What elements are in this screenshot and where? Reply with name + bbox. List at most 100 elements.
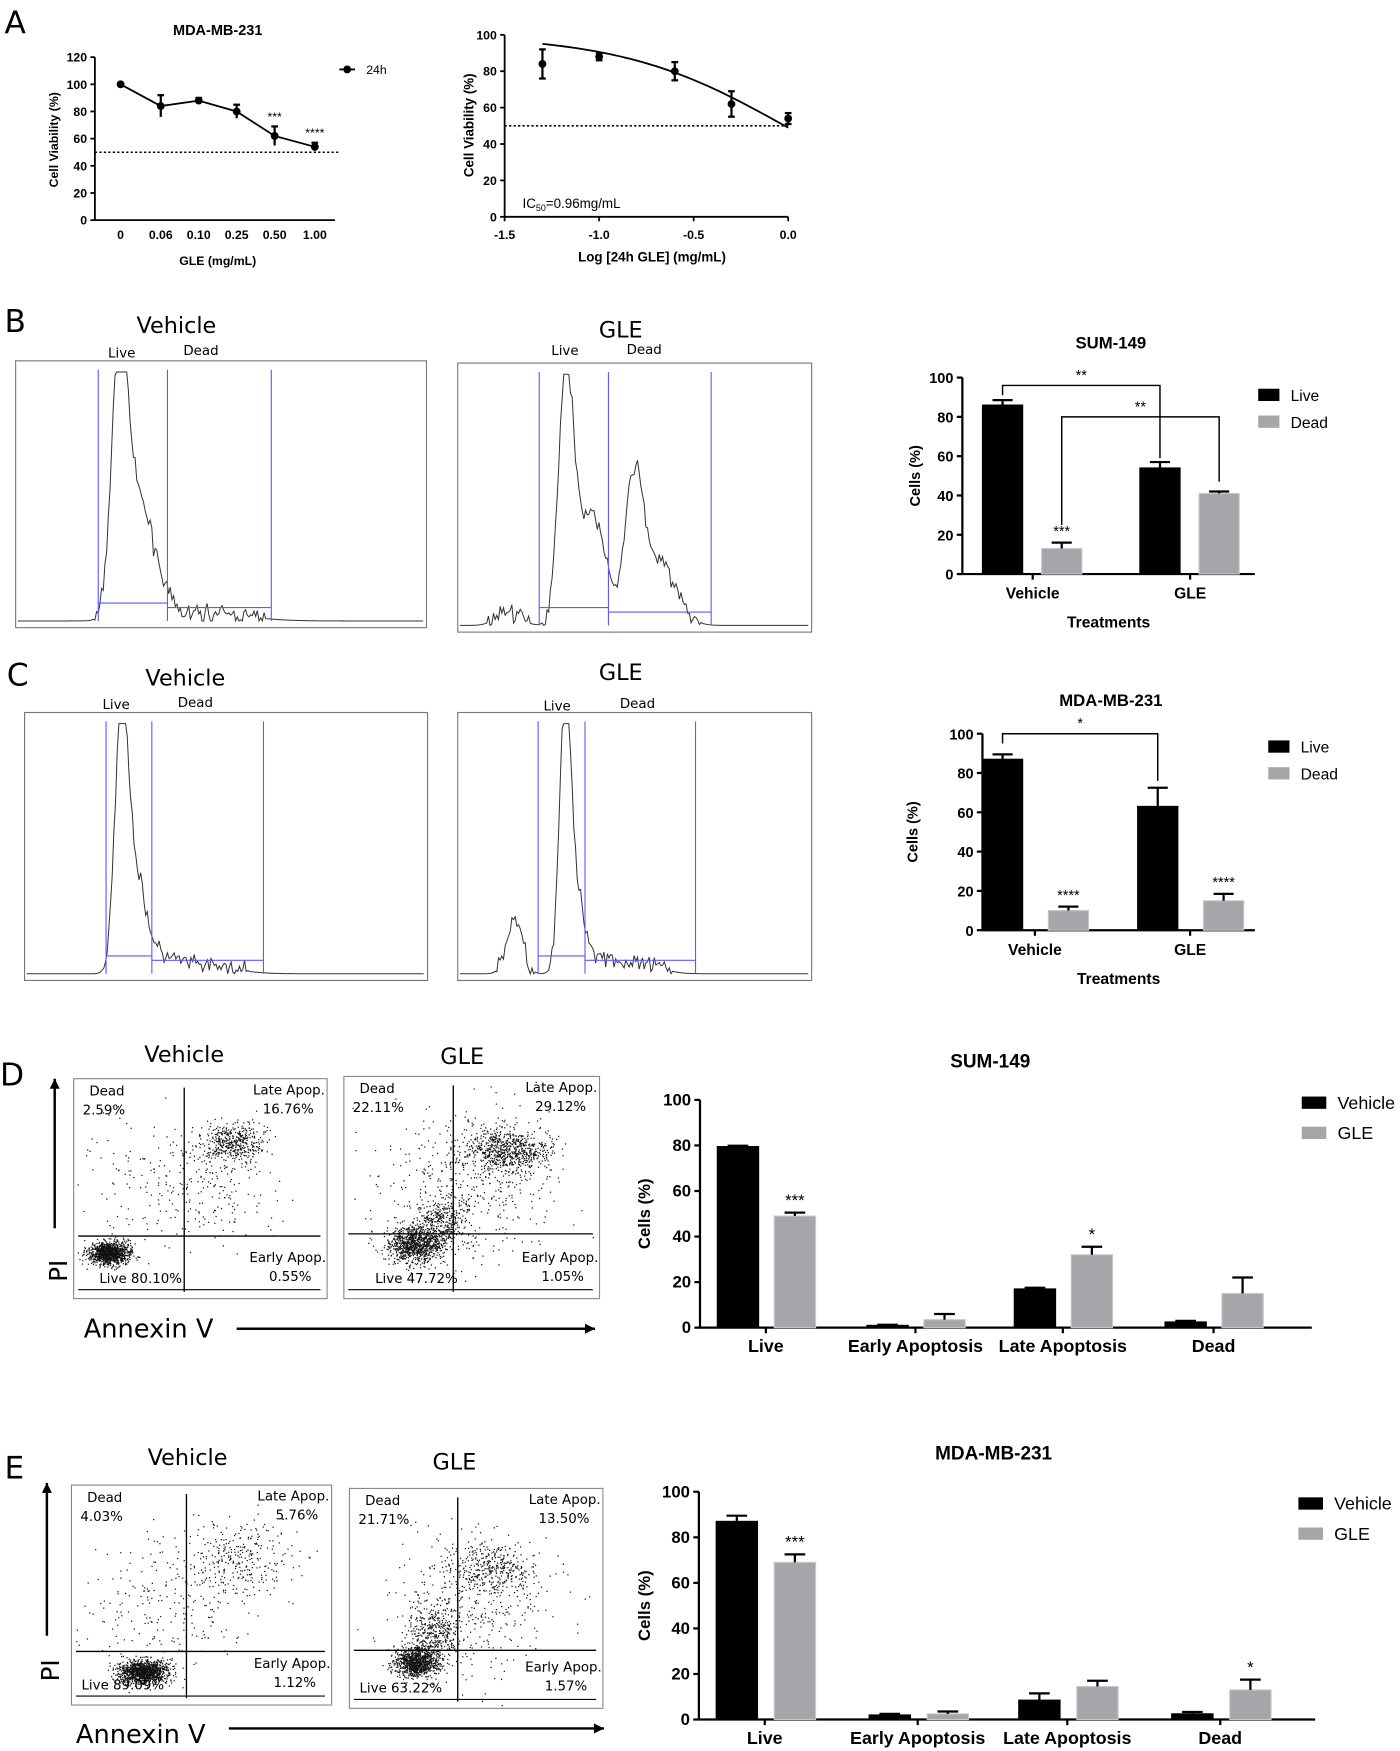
event-dot	[409, 1236, 411, 1239]
event-dot	[109, 1264, 112, 1266]
event-dot	[408, 1201, 410, 1203]
event-dot	[487, 1156, 489, 1158]
event-dot	[417, 1256, 419, 1258]
event-dot	[410, 1232, 413, 1234]
event-dot	[121, 1257, 123, 1260]
y-axis-label: Cell Viability (%)	[461, 73, 476, 177]
event-dot	[198, 1135, 201, 1137]
event-dot	[419, 1244, 422, 1246]
event-dot	[217, 1155, 219, 1157]
event-dot	[512, 1158, 514, 1160]
event-dot	[533, 1153, 536, 1155]
bar-vehicle	[1018, 1699, 1061, 1721]
event-dot	[425, 1228, 427, 1231]
event-dot	[541, 1145, 543, 1147]
event-dot	[440, 1216, 442, 1219]
event-dot	[494, 1144, 496, 1146]
event-dot	[502, 1161, 504, 1163]
event-dot	[228, 1144, 230, 1146]
event-dot	[533, 1155, 535, 1157]
event-dot	[142, 1157, 144, 1160]
event-dot	[158, 1182, 160, 1184]
event-dot	[422, 1204, 424, 1206]
event-dot	[474, 1205, 476, 1207]
event-dot	[118, 1250, 120, 1253]
event-dot	[403, 1258, 405, 1260]
event-dot	[131, 1246, 133, 1248]
event-dot	[397, 1235, 399, 1237]
bar-live	[1139, 467, 1181, 575]
event-dot	[459, 1217, 461, 1220]
event-dot	[473, 1151, 475, 1153]
event-dot	[128, 1683, 130, 1685]
event-dot	[498, 1135, 501, 1137]
event-dot	[431, 1236, 434, 1239]
event-dot	[500, 1164, 502, 1166]
event-dot	[420, 1226, 422, 1228]
y-tick-label: 20	[957, 884, 973, 900]
event-dot	[481, 1149, 483, 1151]
event-dot	[428, 1237, 430, 1239]
event-dot	[229, 1144, 231, 1146]
event-dot	[92, 1253, 94, 1255]
event-dot	[145, 1186, 147, 1188]
y-tick-label: 20	[937, 528, 953, 544]
event-dot	[518, 1159, 521, 1161]
event-dot	[218, 1137, 220, 1140]
event-dot	[407, 1231, 409, 1233]
event-dot	[409, 1242, 411, 1245]
event-dot	[434, 1211, 437, 1213]
event-dot	[436, 1243, 439, 1245]
event-dot	[501, 1152, 503, 1155]
event-dot	[431, 1227, 433, 1229]
panel-label-e: E	[4, 1450, 24, 1486]
event-dot	[511, 1161, 513, 1163]
quadrant-dead-percent: 22.11%	[353, 1101, 404, 1116]
event-dot	[518, 1149, 520, 1151]
event-dot	[418, 1245, 421, 1247]
event-dot	[96, 1253, 98, 1255]
event-dot	[418, 1234, 420, 1237]
event-dot	[379, 1192, 382, 1194]
event-dot	[477, 1202, 480, 1204]
event-dot	[461, 1197, 463, 1199]
event-dot	[426, 1246, 428, 1248]
event-dot	[455, 1234, 458, 1236]
event-dot	[129, 1256, 131, 1258]
data-point	[538, 60, 547, 68]
event-dot	[520, 1176, 522, 1178]
event-dot	[423, 1236, 425, 1239]
event-dot	[451, 1216, 453, 1218]
event-dot	[258, 1139, 260, 1141]
event-dot	[534, 1151, 536, 1153]
y-axis-label: Cells (%)	[635, 1570, 654, 1641]
x-tick-label: 0.25	[225, 228, 249, 242]
event-dot	[506, 1156, 508, 1159]
event-dot	[489, 1152, 491, 1154]
event-dot	[423, 1262, 425, 1265]
event-dot	[427, 1239, 429, 1241]
x-axis-label: Treatments	[1067, 615, 1151, 632]
event-dot	[535, 1223, 538, 1225]
event-dot	[91, 1262, 93, 1264]
event-dot	[488, 1209, 490, 1211]
event-dot	[412, 1239, 415, 1241]
event-dot	[420, 1255, 422, 1257]
legend-label: Live	[1301, 740, 1330, 757]
event-dot	[508, 1145, 510, 1147]
event-dot	[126, 1670, 128, 1672]
event-dot	[498, 1249, 500, 1251]
event-dot	[470, 1224, 473, 1226]
event-dot	[424, 1238, 427, 1240]
event-dot	[126, 1250, 128, 1252]
event-dot	[102, 1251, 104, 1253]
event-dot	[111, 1249, 113, 1251]
event-dot	[432, 1238, 434, 1240]
event-dot	[455, 1212, 457, 1214]
event-dot	[399, 1148, 402, 1150]
event-dot	[195, 1171, 198, 1173]
event-dot	[207, 1133, 209, 1135]
event-dot	[241, 1141, 244, 1143]
event-dot	[389, 1243, 391, 1245]
